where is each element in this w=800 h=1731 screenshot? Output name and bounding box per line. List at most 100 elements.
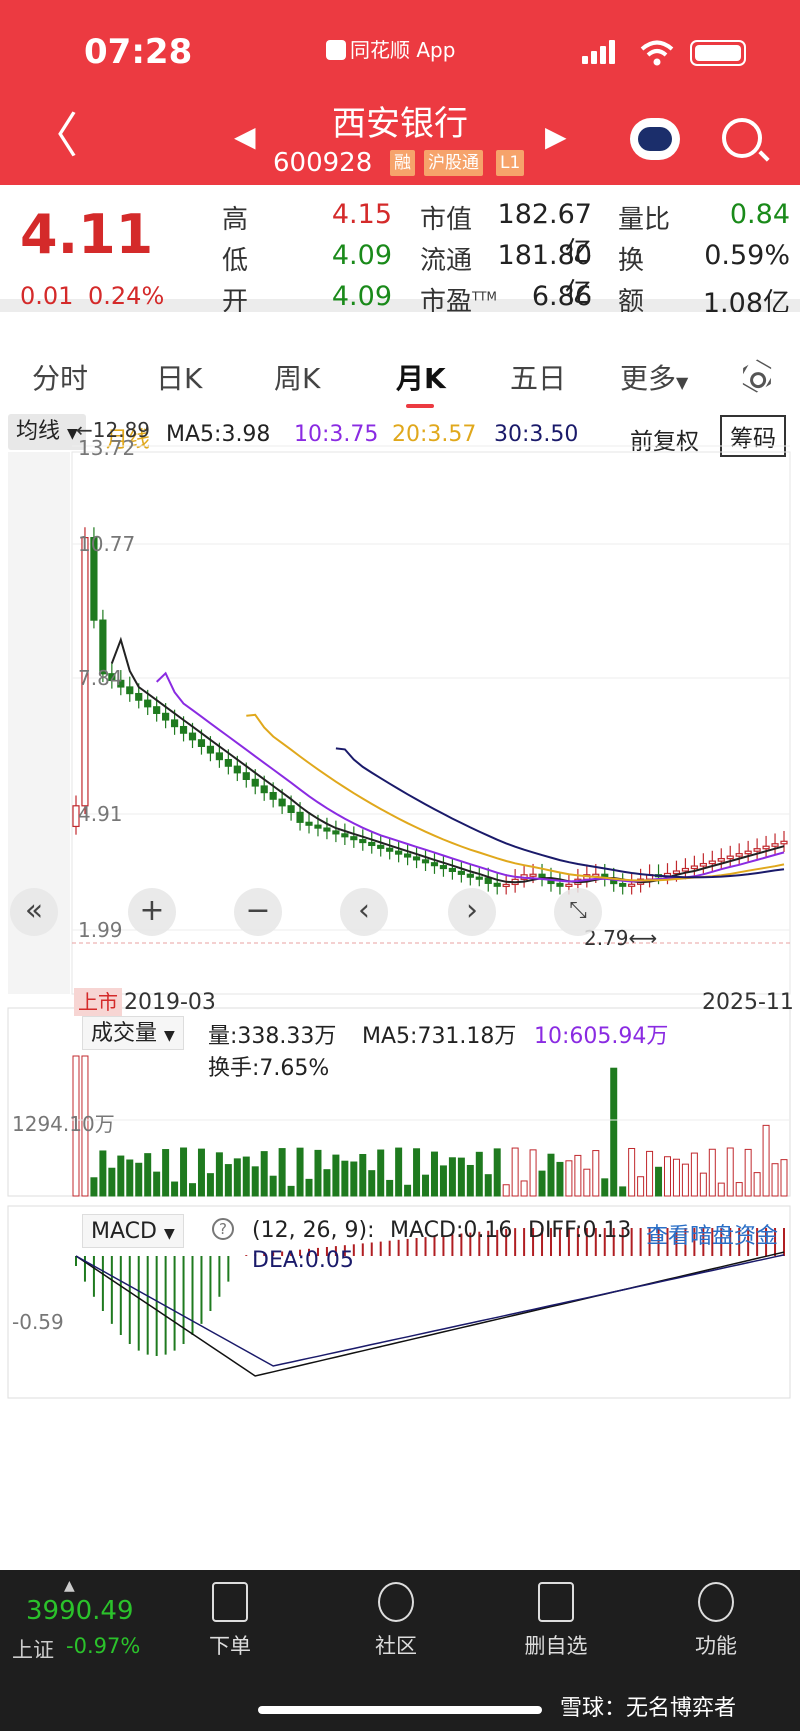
open-value: 4.09 — [331, 281, 392, 312]
pan-right-button[interactable]: › — [448, 888, 496, 936]
macd-frame — [7, 1205, 791, 1399]
candle-body — [233, 765, 241, 774]
next-stock-button[interactable]: ▶ — [545, 120, 567, 153]
help-icon[interactable]: ? — [212, 1218, 234, 1240]
stock-code: 600928 — [273, 148, 373, 178]
candle-body — [278, 798, 286, 807]
volume-bar — [628, 1147, 636, 1197]
zoom-out-button[interactable]: − — [234, 888, 282, 936]
index-value[interactable]: 3990.49 — [26, 1596, 134, 1626]
tab-monthly-k[interactable]: 月K — [396, 362, 446, 395]
nav-functions[interactable]: 功能 — [656, 1582, 776, 1660]
rewind-button[interactable]: « — [10, 888, 58, 936]
candle-body — [439, 865, 448, 870]
assistant-robot-icon[interactable] — [630, 118, 680, 160]
dark-pool-link[interactable]: 查看暗盘资金 — [646, 1224, 779, 1249]
candle-body — [717, 858, 725, 862]
dea-line — [75, 1254, 785, 1367]
candle-body — [108, 673, 116, 681]
candle-body — [502, 883, 510, 888]
fullscreen-icon[interactable]: ⤡ — [554, 888, 602, 936]
search-icon[interactable] — [722, 118, 762, 158]
zoom-in-button[interactable]: + — [128, 888, 176, 936]
candle-body — [753, 848, 761, 852]
dea-value: DEA:0.05 — [252, 1248, 354, 1273]
volume-bar — [153, 1171, 161, 1197]
volume-bar — [332, 1154, 340, 1197]
volume-bar — [430, 1151, 438, 1197]
volume-bar — [197, 1148, 205, 1197]
volume-bar — [493, 1148, 501, 1197]
volume-bar — [422, 1174, 430, 1197]
watermark: 雪球：无名博弈者 — [560, 1696, 737, 1721]
candle-body — [314, 824, 322, 829]
candle-body — [153, 706, 161, 714]
tab-more[interactable]: 更多▼ — [620, 357, 688, 397]
volume-bar — [744, 1148, 752, 1197]
community-star-icon — [378, 1582, 414, 1622]
low-value: 4.09 — [331, 240, 392, 271]
chevron-down-icon: ▼ — [163, 1226, 175, 1242]
candle-body — [377, 844, 385, 849]
volume-bar — [574, 1154, 582, 1197]
pan-left-button[interactable]: ‹ — [340, 888, 388, 936]
tab-intraday[interactable]: 分时 — [32, 362, 89, 395]
candle-body — [466, 873, 474, 878]
turnover-value: 0.59% — [704, 240, 790, 271]
candle-body — [224, 758, 232, 767]
chevron-down-icon: ▼ — [676, 373, 689, 392]
candle-body — [619, 882, 627, 887]
candle-body — [260, 785, 268, 794]
candle-body — [403, 853, 412, 858]
volume-bar — [171, 1181, 179, 1197]
candle-body — [556, 882, 564, 887]
y-label-10-77: 10.77 — [78, 532, 136, 556]
volume-selector[interactable]: 成交量 ▼ — [82, 1016, 184, 1050]
volume-bar — [565, 1160, 573, 1197]
candle-body — [628, 883, 636, 887]
prev-stock-button[interactable]: ◀ — [234, 120, 256, 153]
volume-bar — [108, 1167, 116, 1197]
ma30-value: 30:3.50 — [494, 422, 579, 447]
nav-community[interactable]: 社区 — [336, 1582, 456, 1660]
back-button[interactable]: 〈 — [30, 108, 79, 164]
chart-area: 均线 ▼ 月线 MA5:3.98 10:3.75 20:3.57 30:3.50… — [0, 410, 800, 1570]
price-change-pct: 0.24% — [88, 282, 165, 310]
ma5-line — [110, 636, 785, 884]
candle-body — [448, 867, 457, 873]
volume-bar — [251, 1166, 259, 1197]
margin-tag: 融 — [390, 150, 415, 176]
diff-line — [75, 1251, 785, 1377]
volume-bar — [99, 1150, 107, 1197]
stock-name: 西安银行 — [332, 104, 468, 144]
ma5-value: MA5:3.98 — [166, 422, 271, 447]
y-label-1-99: 1.99 — [78, 918, 123, 942]
candle-body — [421, 859, 430, 864]
tab-five-day[interactable]: 五日 — [510, 362, 567, 395]
volume-bar — [395, 1147, 403, 1197]
nav-order[interactable]: 下单 — [170, 1582, 290, 1660]
settings-icon[interactable] — [735, 354, 779, 398]
index-change: -0.97% — [66, 1634, 141, 1658]
candle-body — [179, 725, 188, 734]
candle-body — [762, 845, 770, 850]
volume-ma5: MA5:731.18万 — [362, 1024, 517, 1049]
macd-selector[interactable]: MACD ▼ — [82, 1214, 184, 1248]
tab-daily-k[interactable]: 日K — [156, 362, 203, 395]
home-indicator — [258, 1706, 542, 1714]
app-name: 同花顺 App — [350, 38, 456, 62]
nav-remove-watchlist[interactable]: 删自选 — [496, 1582, 616, 1660]
volume-bar — [206, 1173, 214, 1197]
price-change: 0.01 — [20, 282, 74, 310]
volume-bar — [780, 1159, 788, 1197]
tab-weekly-k[interactable]: 周K — [274, 362, 321, 395]
arrow-both-icon: ⟷ — [628, 926, 658, 950]
high-value: 4.15 — [331, 199, 392, 230]
chips-button[interactable]: 筹码 — [720, 415, 786, 457]
volume-bar — [233, 1158, 241, 1197]
adjust-mode[interactable]: 前复权 — [630, 429, 699, 455]
volratio-value: 0.84 — [729, 199, 790, 230]
index-name: 上证 — [12, 1638, 54, 1662]
ma-selector[interactable]: 均线 ▼ — [8, 414, 86, 450]
macd-selector-label: MACD — [91, 1219, 157, 1244]
